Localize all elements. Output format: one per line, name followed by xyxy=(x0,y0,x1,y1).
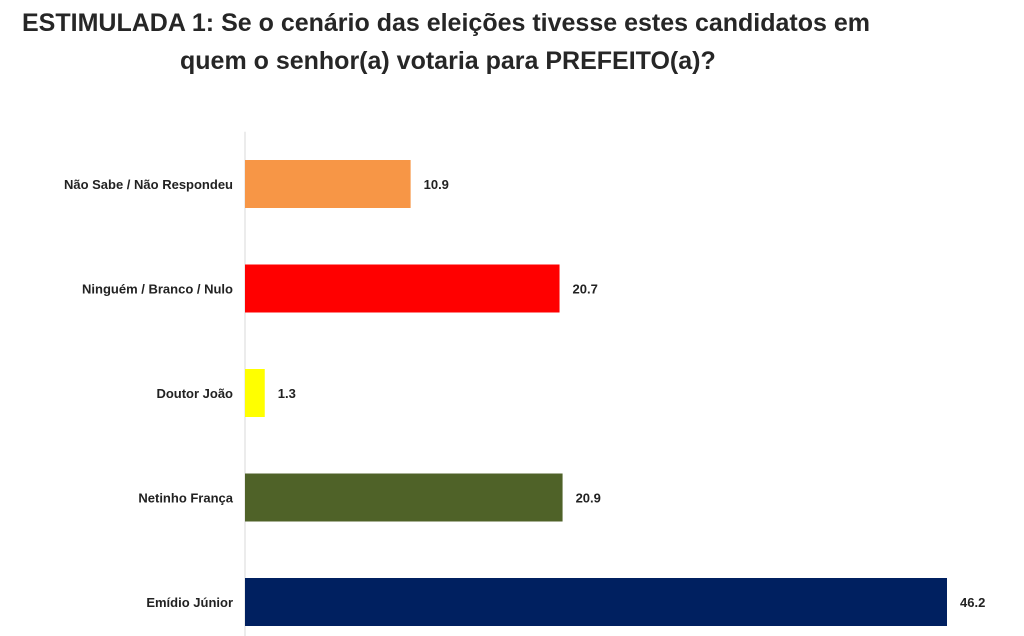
category-label-3: Doutor João xyxy=(156,386,233,401)
category-label-2: Ninguém / Branco / Nulo xyxy=(82,282,233,297)
bar-1 xyxy=(245,160,411,208)
bar-5 xyxy=(245,578,947,626)
chart-title-line-2: quem o senhor(a) votaria para PREFEITO(a… xyxy=(180,47,716,75)
data-label-4: 20.9 xyxy=(576,491,601,506)
data-label-2: 20.7 xyxy=(573,282,598,297)
chart-title: ESTIMULADA 1: Se o cenário das eleições … xyxy=(0,6,1024,78)
bar-4 xyxy=(245,473,563,522)
data-label-1: 10.9 xyxy=(424,177,449,192)
bar-3 xyxy=(245,369,265,417)
data-label-3: 1.3 xyxy=(278,386,296,401)
chart-title-line-1: ESTIMULADA 1: Se o cenário das eleições … xyxy=(22,9,871,37)
category-label-1: Não Sabe / Não Respondeu xyxy=(64,177,233,192)
category-label-5: Emídio Júnior xyxy=(146,595,233,610)
bar-2 xyxy=(245,264,560,313)
bars-group: Não Sabe / Não Respondeu 10.9 Ninguém / Br… xyxy=(64,160,985,626)
data-label-5: 46.2 xyxy=(960,595,985,610)
category-label-4: Netinho França xyxy=(138,491,233,506)
